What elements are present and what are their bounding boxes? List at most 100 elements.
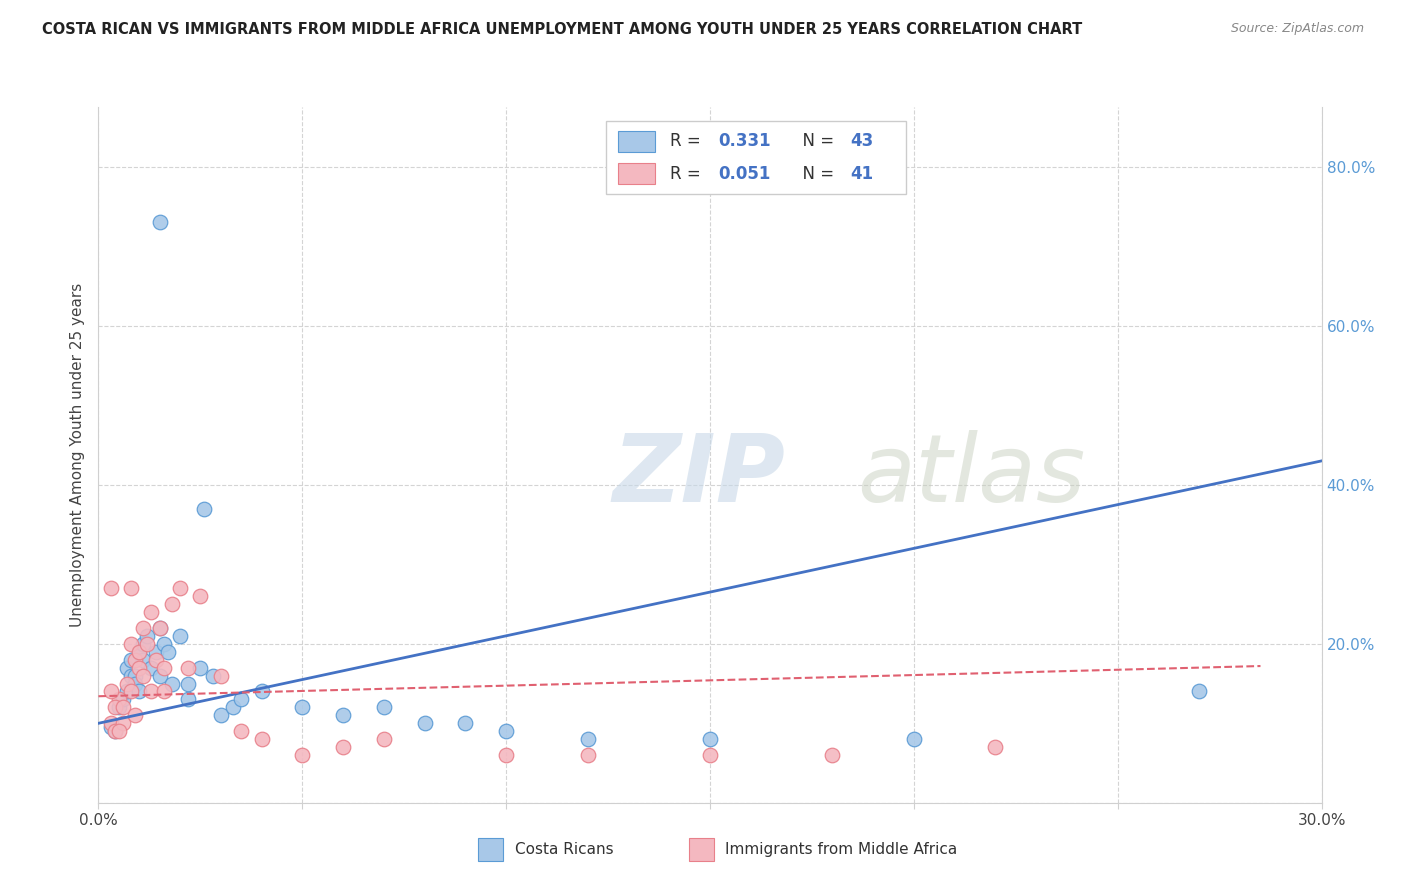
Point (124, 653, 146, 667)
Point (136, 629, 159, 643)
Point (454, 716, 477, 731)
Point (115, 660, 138, 674)
Point (231, 724, 253, 739)
Point (136, 637, 159, 651)
Point (108, 700, 131, 714)
Text: N =: N = (792, 164, 839, 183)
Point (132, 668, 155, 682)
Point (373, 732, 395, 747)
Point (250, 732, 273, 747)
Point (128, 660, 150, 674)
Text: R =: R = (669, 132, 706, 151)
Point (104, 700, 127, 714)
Point (124, 676, 146, 690)
Point (128, 645, 150, 659)
Point (100, 716, 122, 731)
Point (188, 589, 212, 603)
Point (108, 692, 131, 706)
Point (332, 740, 354, 755)
Point (201, 668, 224, 682)
Point (108, 724, 131, 739)
Point (1188, 684, 1211, 698)
Point (145, 645, 167, 659)
Point (120, 637, 142, 651)
Point (699, 732, 721, 747)
Point (141, 660, 163, 674)
Point (111, 692, 134, 706)
Point (145, 653, 167, 667)
Point (222, 700, 245, 714)
Point (124, 668, 146, 682)
Point (132, 653, 155, 667)
Point (209, 708, 232, 723)
Text: Source: ZipAtlas.com: Source: ZipAtlas.com (1230, 22, 1364, 36)
Point (250, 684, 273, 698)
Point (132, 637, 155, 651)
Point (231, 692, 253, 706)
Text: COSTA RICAN VS IMMIGRANTS FROM MIDDLE AFRICA UNEMPLOYMENT AMONG YOUTH UNDER 25 Y: COSTA RICAN VS IMMIGRANTS FROM MIDDLE AF… (42, 22, 1083, 37)
Point (984, 740, 1007, 755)
Point (209, 668, 232, 682)
Text: 0.331: 0.331 (718, 132, 772, 151)
Point (160, 676, 183, 690)
Bar (619, 163, 655, 184)
Point (169, 581, 191, 595)
Point (495, 724, 517, 739)
Text: 41: 41 (851, 164, 873, 183)
Text: ZIP: ZIP (612, 430, 785, 522)
Point (373, 700, 395, 714)
Text: 43: 43 (851, 132, 875, 151)
Point (160, 597, 183, 611)
Point (576, 748, 599, 763)
Text: 0.051: 0.051 (718, 164, 770, 183)
Point (188, 660, 212, 674)
Point (699, 748, 721, 763)
Point (177, 692, 200, 706)
Point (128, 684, 150, 698)
Point (141, 684, 163, 698)
Text: R =: R = (669, 164, 706, 183)
Point (291, 700, 314, 714)
Point (332, 708, 354, 723)
Point (903, 732, 925, 747)
Point (495, 748, 517, 763)
Bar (619, 131, 655, 152)
Point (169, 629, 191, 643)
Text: Costa Ricans: Costa Ricans (515, 842, 613, 856)
FancyBboxPatch shape (606, 121, 905, 194)
Point (149, 215, 172, 229)
Point (152, 660, 174, 674)
Text: atlas: atlas (856, 430, 1085, 521)
Point (128, 645, 150, 659)
Point (152, 637, 174, 651)
Point (104, 724, 127, 739)
Point (193, 501, 215, 516)
Point (100, 684, 122, 698)
Point (177, 660, 200, 674)
Point (120, 684, 142, 698)
Point (177, 676, 200, 690)
Point (124, 708, 146, 723)
Point (120, 653, 142, 667)
Point (576, 732, 599, 747)
Point (149, 621, 172, 635)
Point (100, 581, 122, 595)
Text: Immigrants from Middle Africa: Immigrants from Middle Africa (725, 842, 957, 856)
Point (115, 676, 138, 690)
Point (141, 605, 163, 619)
Point (149, 668, 172, 682)
Point (156, 645, 179, 659)
Point (413, 716, 436, 731)
Point (120, 581, 142, 595)
Point (821, 748, 844, 763)
Point (291, 748, 314, 763)
Point (104, 724, 127, 739)
Point (111, 700, 134, 714)
Point (100, 720, 122, 734)
Point (132, 621, 155, 635)
Point (152, 684, 174, 698)
Point (115, 684, 138, 698)
Y-axis label: Unemployment Among Youth under 25 years: Unemployment Among Youth under 25 years (70, 283, 86, 627)
Point (120, 668, 142, 682)
Point (149, 621, 172, 635)
